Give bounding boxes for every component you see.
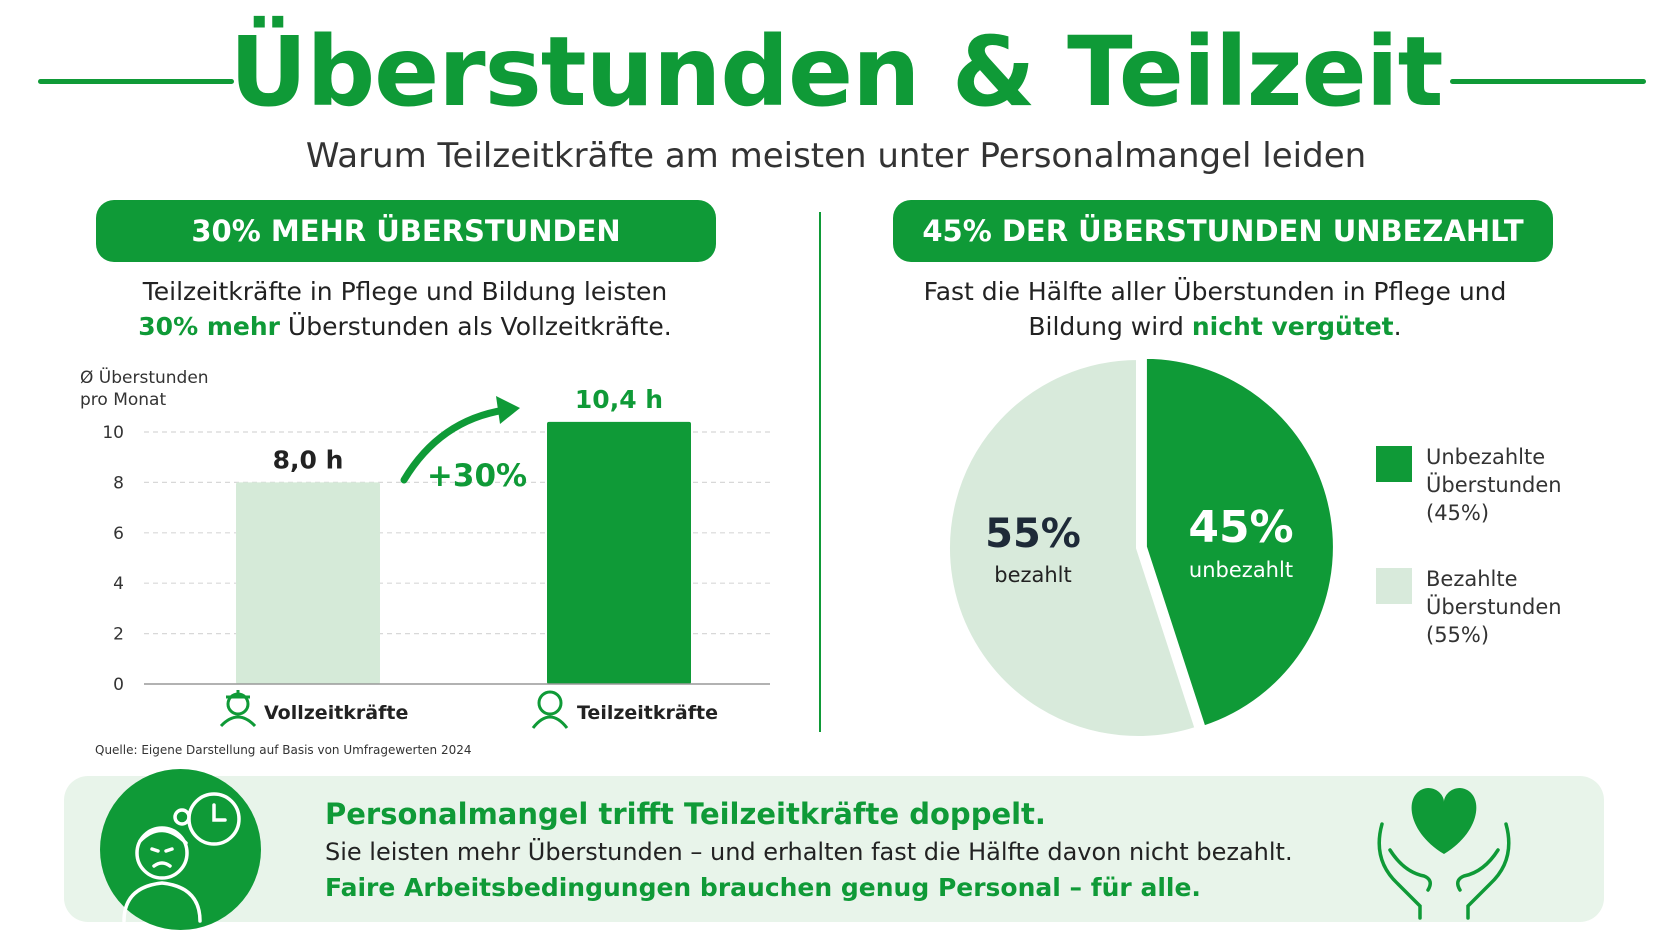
- worried-worker-icon: [122, 808, 202, 923]
- left-desc-line2: 30% mehr Überstunden als Vollzeitkräfte.: [80, 309, 730, 344]
- left-desc-line1: Teilzeitkräfte in Pflege und Bildung lei…: [142, 277, 668, 306]
- legend-swatch-paid: [1376, 568, 1412, 604]
- bar-chart: Ø Überstunden pro Monat 0 2 4 6 8 10 8,0 h 10,…: [80, 366, 770, 729]
- legend-text-unpaid: Unbezahlte Überstunden (45%): [1426, 443, 1562, 527]
- legend-line: (45%): [1426, 501, 1490, 525]
- pie-slice-label: unbezahlt: [1189, 558, 1293, 582]
- banner-text: Sie leisten mehr Überstunden – und erhal…: [325, 838, 1293, 866]
- bar-value-label: 10,4 h: [575, 385, 663, 414]
- person-icon: [531, 690, 569, 729]
- banner-callout: Faire Arbeitsbedingungen brauchen genug …: [325, 873, 1201, 902]
- pie-slice-label: bezahlt: [994, 563, 1072, 587]
- pie-slice-bezahlt: [946, 355, 1200, 740]
- left-desc-rest: Überstunden als Vollzeitkräfte.: [279, 312, 672, 341]
- y-tick-label: 0: [113, 675, 124, 695]
- pie-slice-unbezahlt: [1142, 354, 1337, 731]
- nurse-icon: [219, 690, 257, 728]
- y-tick-label: 6: [113, 524, 124, 544]
- growth-arrow: [400, 406, 509, 484]
- pie-slice-value: 55%: [985, 511, 1081, 557]
- bar-vollzeitkräfte: [236, 482, 380, 684]
- left-section-pill: 30% MEHR ÜBERSTUNDEN: [96, 200, 716, 262]
- y-tick-label: 4: [113, 574, 124, 594]
- left-desc-highlight: 30% mehr: [138, 312, 280, 341]
- legend-swatch-unpaid: [1376, 446, 1412, 482]
- bar-chart-annotation: +30%: [427, 458, 527, 494]
- right-desc-line2: Bildung wird nicht vergütet.: [880, 309, 1550, 344]
- right-desc-highlight: nicht vergütet: [1191, 312, 1394, 341]
- y-tick-label: 10: [102, 423, 124, 443]
- banner-headline: Personalmangel trifft Teilzeitkräfte dop…: [325, 797, 1046, 831]
- pie-slice-value: 45%: [1188, 502, 1293, 553]
- right-desc-line1: Fast die Hälfte aller Überstunden in Pfl…: [923, 277, 1507, 306]
- source-note: Quelle: Eigene Darstellung auf Basis von…: [95, 743, 472, 757]
- left-description: Teilzeitkräfte in Pflege und Bildung lei…: [80, 274, 730, 344]
- bar-teilzeitkräfte: [547, 421, 691, 684]
- legend-text-paid: Bezahlte Überstunden (55%): [1426, 565, 1562, 649]
- bar-chart-ylabel-line2: pro Monat: [80, 390, 166, 410]
- heart-hands-icon: [1377, 788, 1511, 920]
- right-description: Fast die Hälfte aller Überstunden in Pfl…: [880, 274, 1550, 344]
- growth-arrowhead: [496, 396, 520, 424]
- right-section-pill: 45% DER ÜBERSTUNDEN UNBEZAHLT: [893, 200, 1553, 262]
- bottom-banner: [64, 776, 1604, 922]
- legend-line: Überstunden: [1426, 595, 1562, 619]
- legend-line: (55%): [1426, 623, 1490, 647]
- section-divider: [819, 212, 821, 732]
- bar-value-label: 8,0 h: [273, 445, 344, 474]
- page-title: Überstunden & Teilzeit: [229, 16, 1443, 128]
- legend-line: Überstunden: [1426, 473, 1562, 497]
- legend-line: Unbezahlte: [1426, 445, 1546, 469]
- bar-chart-ylabel-line1: Ø Überstunden: [80, 366, 209, 388]
- page-subtitle: Warum Teilzeitkräfte am meisten unter Pe…: [305, 136, 1367, 176]
- legend-line: Bezahlte: [1426, 567, 1518, 591]
- clock-icon: [187, 792, 241, 846]
- right-desc-end: .: [1393, 312, 1402, 341]
- bar-category-label: Teilzeitkräfte: [577, 702, 718, 724]
- title-line-left: [38, 79, 234, 84]
- y-tick-label: 2: [113, 625, 124, 645]
- y-tick-label: 8: [113, 473, 124, 493]
- title-line-right: [1450, 79, 1646, 84]
- bar-category-label: Vollzeitkräfte: [264, 702, 408, 724]
- right-desc-start: Bildung wird: [1028, 312, 1192, 341]
